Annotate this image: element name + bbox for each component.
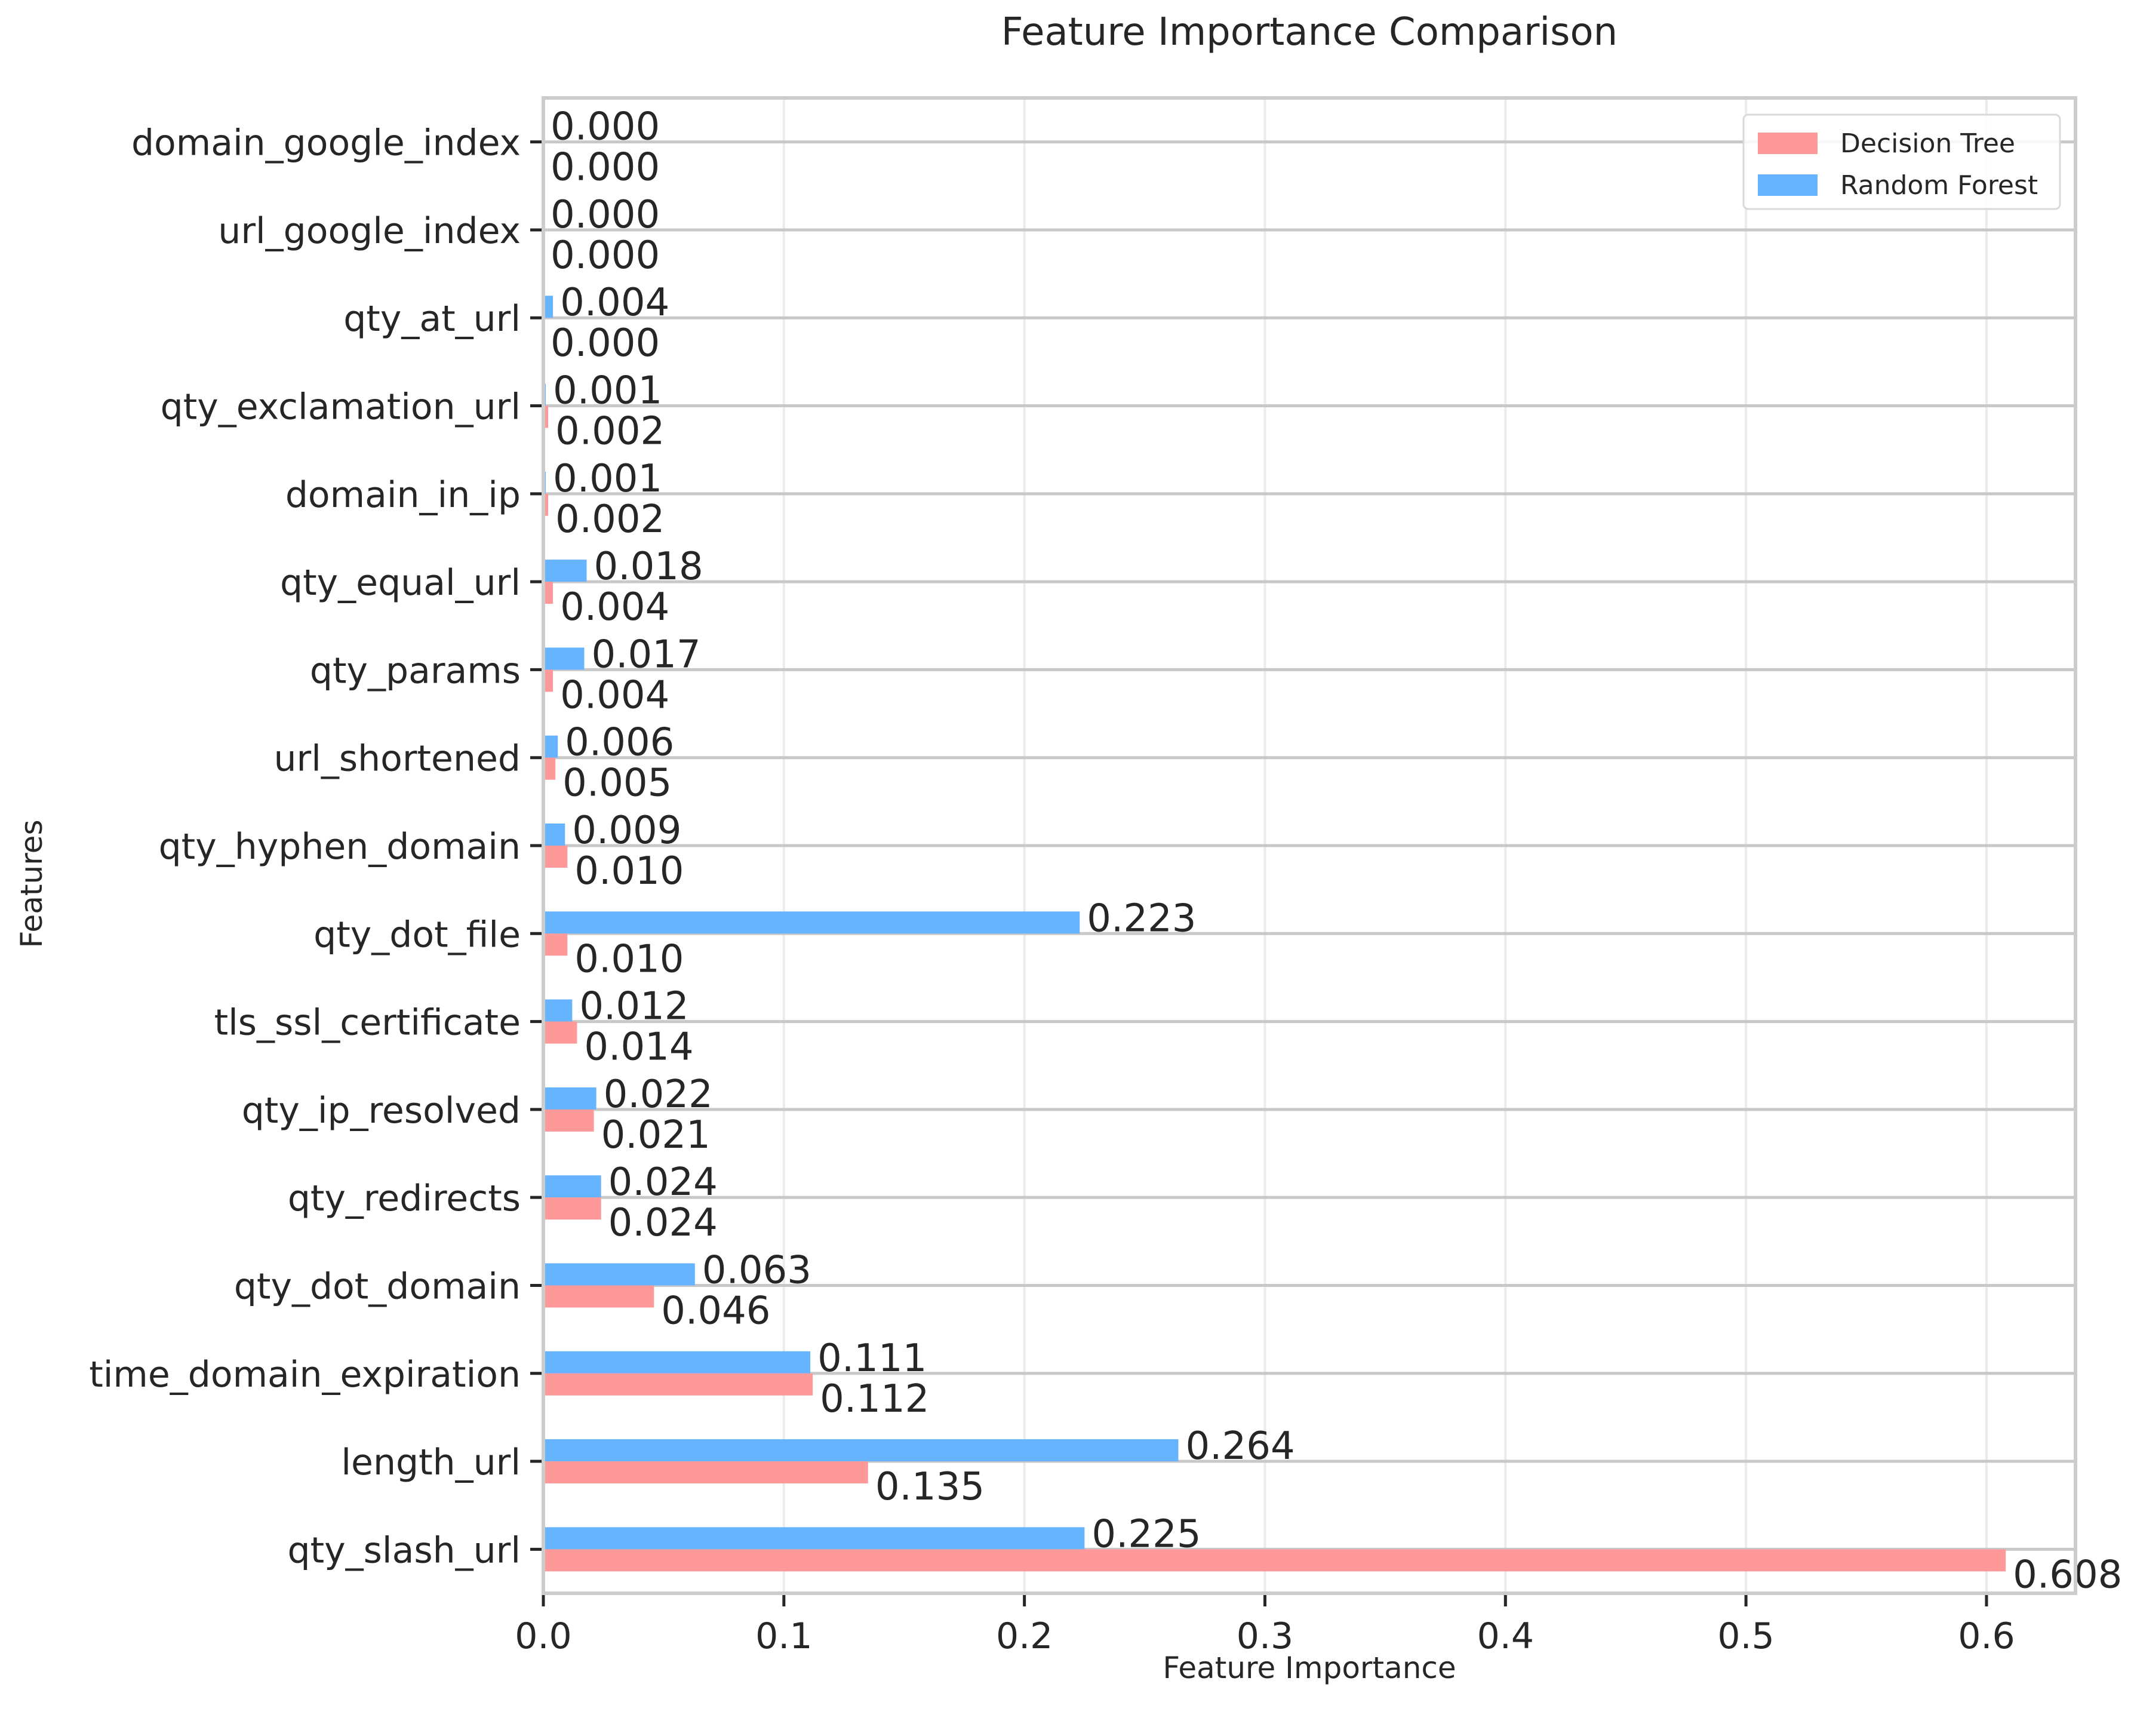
legend-swatch (1758, 174, 1818, 196)
value-label-decision-tree: 0.112 (820, 1377, 929, 1421)
value-label-decision-tree: 0.010 (574, 937, 684, 981)
x-tick-label: 0.3 (1237, 1615, 1293, 1657)
x-tick-label: 0.2 (996, 1615, 1053, 1657)
value-label-random-forest: 0.264 (1185, 1424, 1294, 1468)
y-axis-label: Features (14, 820, 49, 948)
bar-decision-tree (543, 757, 556, 780)
value-label-random-forest: 0.111 (817, 1336, 927, 1381)
y-tick-label: qty_slash_url (288, 1529, 521, 1571)
value-label-decision-tree: 0.005 (562, 761, 672, 806)
y-tick-label: qty_equal_url (280, 562, 521, 604)
value-label-decision-tree: 0.608 (2013, 1553, 2122, 1597)
chart-title: Feature Importance Comparison (1001, 10, 1618, 54)
value-label-random-forest: 0.063 (702, 1248, 811, 1292)
y-tick-label: qty_ip_resolved (242, 1090, 521, 1132)
y-tick-label: qty_dot_file (313, 914, 521, 955)
value-label-random-forest: 0.018 (594, 545, 703, 589)
value-label-random-forest: 0.001 (553, 369, 662, 413)
bar-random-forest (543, 999, 573, 1022)
value-label-random-forest: 0.004 (560, 281, 669, 325)
value-label-random-forest: 0.012 (579, 985, 688, 1029)
bar-decision-tree (543, 1285, 654, 1308)
y-tick-label: url_google_index (218, 210, 521, 252)
value-label-random-forest: 0.001 (553, 457, 662, 501)
value-label-decision-tree: 0.000 (551, 146, 660, 190)
bar-decision-tree (543, 1373, 813, 1396)
y-tick-label: url_shortened (274, 738, 521, 780)
value-label-decision-tree: 0.000 (551, 321, 660, 365)
value-label-decision-tree: 0.046 (661, 1289, 770, 1333)
bar-random-forest (543, 1263, 695, 1286)
y-tick-label: qty_exclamation_url (161, 386, 521, 428)
y-tick-label: tls_ssl_certificate (214, 1002, 521, 1044)
value-label-decision-tree: 0.014 (584, 1025, 693, 1070)
bar-decision-tree (543, 1197, 601, 1220)
bar-random-forest (543, 1527, 1085, 1550)
plot-area: 0.0000.0000.0000.0000.0040.0000.0010.002… (89, 96, 2122, 1657)
value-label-decision-tree: 0.021 (601, 1113, 711, 1157)
x-tick-label: 0.1 (755, 1615, 812, 1657)
legend-label: Decision Tree (1840, 128, 2015, 159)
value-label-random-forest: 0.000 (551, 105, 660, 149)
x-tick-label: 0.0 (515, 1615, 571, 1657)
x-axis-label: Feature Importance (1163, 1651, 1456, 1685)
bar-decision-tree (543, 1109, 594, 1132)
y-tick-label: qty_dot_domain (234, 1265, 521, 1307)
value-label-random-forest: 0.006 (565, 721, 674, 765)
legend: Decision Tree Random Forest (1742, 113, 2061, 210)
x-tick-label: 0.4 (1477, 1615, 1534, 1657)
bar-decision-tree (543, 846, 568, 868)
value-label-random-forest: 0.223 (1087, 896, 1196, 941)
y-tick-label: qty_at_url (343, 298, 521, 340)
value-label-decision-tree: 0.010 (574, 849, 684, 893)
y-tick-label: domain_in_ip (285, 474, 521, 516)
legend-label: Random Forest (1840, 170, 2038, 201)
bar-random-forest (543, 1175, 601, 1198)
bar-random-forest (543, 1351, 811, 1374)
bar-decision-tree (543, 933, 568, 956)
value-label-decision-tree: 0.004 (560, 673, 669, 717)
axes-frame (542, 96, 2077, 1595)
bar-decision-tree (543, 1021, 577, 1044)
bar-random-forest (543, 647, 585, 670)
y-tick-label: time_domain_expiration (89, 1354, 521, 1396)
value-label-decision-tree: 0.135 (875, 1465, 985, 1509)
bar-random-forest (543, 1087, 596, 1110)
y-tick-label: qty_redirects (288, 1178, 521, 1219)
value-label-random-forest: 0.225 (1091, 1512, 1201, 1556)
value-label-decision-tree: 0.024 (608, 1201, 718, 1245)
value-label-random-forest: 0.024 (608, 1160, 718, 1205)
y-tick-label: qty_hyphen_domain (159, 826, 521, 868)
bar-decision-tree (543, 493, 549, 516)
value-label-random-forest: 0.009 (572, 809, 681, 853)
value-label-decision-tree: 0.002 (555, 497, 665, 542)
value-label-decision-tree: 0.000 (551, 233, 660, 278)
bar-random-forest (543, 911, 1080, 934)
bar-decision-tree (543, 1461, 868, 1484)
value-label-random-forest: 0.000 (551, 193, 660, 237)
value-label-random-forest: 0.017 (591, 632, 700, 677)
bar-decision-tree (543, 669, 554, 692)
value-label-decision-tree: 0.002 (555, 410, 665, 454)
bar-random-forest (543, 1439, 1179, 1462)
y-tick-label: qty_params (310, 650, 521, 692)
y-tick-label: domain_google_index (131, 122, 521, 164)
bar-decision-tree (543, 1549, 2006, 1572)
bar-random-forest (543, 296, 554, 318)
legend-frame (1742, 113, 2061, 210)
bar-decision-tree (543, 582, 554, 604)
legend-swatch (1758, 133, 1818, 154)
x-tick-label: 0.5 (1717, 1615, 1774, 1657)
bar-random-forest (543, 560, 587, 582)
x-tick-label: 0.6 (1958, 1615, 2015, 1657)
bar-random-forest (543, 824, 565, 846)
value-label-random-forest: 0.022 (604, 1073, 713, 1117)
value-label-decision-tree: 0.004 (560, 585, 669, 629)
y-tick-label: length_url (341, 1442, 521, 1483)
bar-random-forest (543, 735, 558, 758)
bar-decision-tree (543, 405, 549, 428)
